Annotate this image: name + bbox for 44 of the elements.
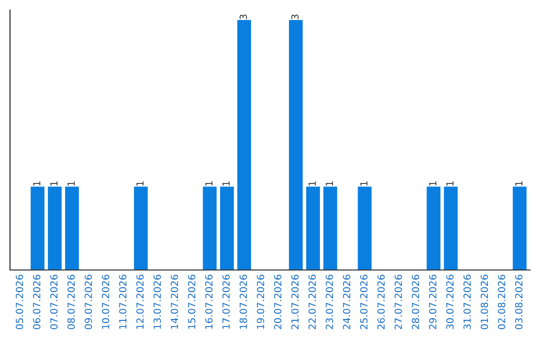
data-label: 1 — [429, 181, 436, 186]
data-label: 1 — [308, 181, 316, 186]
x-tick-label: 31.07.2026 — [463, 274, 471, 330]
x-tick-label: 30.07.2026 — [446, 274, 454, 330]
data-label: 1 — [136, 181, 144, 186]
x-tick-label: 03.08.2026 — [515, 274, 522, 330]
x-tick-label: 02.08.2026 — [498, 274, 506, 330]
x-tick-label: 23.07.2026 — [326, 274, 334, 330]
data-label: 1 — [326, 181, 333, 186]
data-label: 1 — [360, 181, 368, 186]
x-tick-label: 07.07.2026 — [50, 274, 58, 330]
x-tick-label: 13.07.2026 — [154, 274, 161, 329]
x-tick-label: 16.07.2026 — [205, 274, 213, 329]
x-tick-label: 01.08.2026 — [480, 274, 488, 330]
x-tick-label: 22.07.2026 — [308, 274, 316, 330]
x-tick-label: 15.07.2026 — [188, 274, 196, 329]
data-label: 1 — [50, 181, 58, 186]
x-tick-label: 26.07.2026 — [377, 274, 385, 330]
x-tick-label: 10.07.2026 — [102, 274, 110, 329]
x-tick-label: 28.07.2026 — [412, 274, 420, 330]
data-label: 1 — [222, 181, 230, 186]
x-tick-label: 12.07.2026 — [136, 274, 144, 329]
x-tick-label: 06.07.2026 — [33, 274, 40, 330]
x-tick-label: 18.07.2026 — [240, 274, 247, 329]
data-label: 1 — [68, 181, 75, 186]
x-tick-label: 17.07.2026 — [222, 274, 230, 329]
data-label: 3 — [240, 14, 247, 20]
x-tick-label: 11.07.2026 — [119, 274, 126, 329]
x-tick-label: 27.07.2026 — [394, 274, 402, 330]
x-tick-label: 24.07.2026 — [342, 274, 350, 330]
data-label: 1 — [205, 181, 212, 186]
x-tick-label: 14.07.2026 — [170, 274, 178, 329]
x-tick-label: 09.07.2026 — [84, 274, 92, 330]
data-label: 3 — [291, 14, 299, 20]
data-label: 1 — [33, 181, 40, 186]
x-tick-label: 20.07.2026 — [274, 274, 282, 330]
x-tick-label: 05.07.2026 — [16, 274, 24, 330]
x-tick-label: 19.07.2026 — [256, 274, 264, 329]
x-tick-label: 08.07.2026 — [67, 274, 75, 330]
x-tick-label: 21.07.2026 — [291, 274, 299, 330]
x-tick-label: 25.07.2026 — [360, 274, 368, 330]
x-tick-label: 29.07.2026 — [429, 274, 436, 330]
data-label: 1 — [515, 181, 522, 186]
data-label: 1 — [446, 181, 454, 186]
